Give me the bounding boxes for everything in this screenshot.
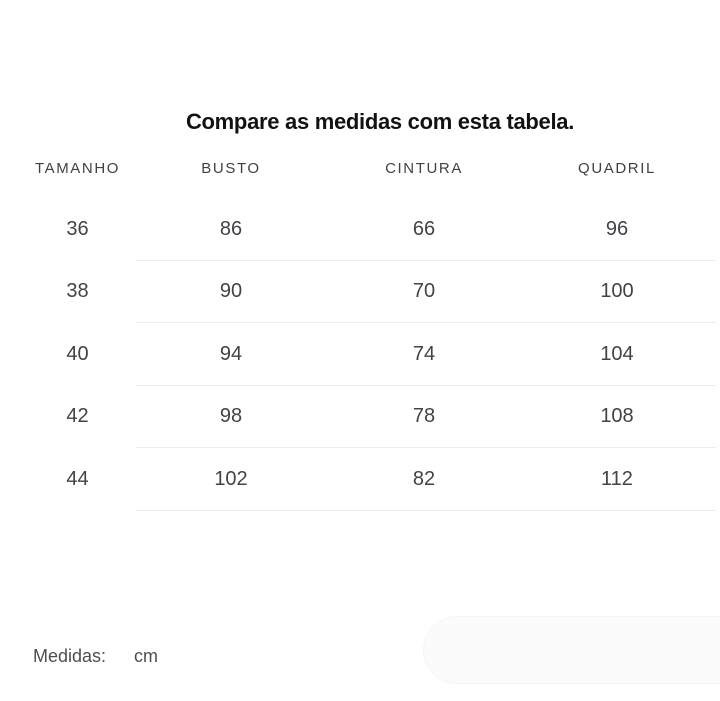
cell-waist: 78: [412, 405, 436, 428]
table-row: 44 102 82 112: [0, 448, 720, 511]
measurements-unit: cm: [134, 646, 159, 666]
table-header-row: TAMANHO BUSTO CINTURA QUADRIL: [0, 150, 720, 186]
cell-size: 36: [66, 217, 89, 240]
table-row: 42 98 78 108: [0, 386, 720, 449]
cell-hip: 100: [600, 280, 634, 303]
cell-waist: 82: [412, 467, 436, 490]
table-row: 38 90 70 100: [0, 261, 720, 324]
cell-hip: 108: [600, 405, 634, 428]
cell-bust: 102: [214, 467, 248, 490]
cell-bust: 90: [219, 280, 243, 303]
column-header-quadril: QUADRIL: [578, 159, 656, 177]
size-table: 36 86 66 96 38 90 70 100 40 94 74 104 42…: [0, 198, 720, 511]
cell-size: 44: [66, 467, 89, 490]
cell-hip: 112: [601, 467, 633, 490]
measurements-label: Medidas:: [33, 646, 107, 666]
page-title: Compare as medidas com esta tabela.: [185, 109, 575, 134]
cell-hip: 104: [600, 342, 634, 365]
cell-size: 42: [66, 405, 89, 428]
measurement-unit-note: Medidas: cm: [33, 646, 158, 667]
table-row: 36 86 66 96: [0, 198, 720, 261]
column-header-tamanho: TAMANHO: [34, 159, 121, 177]
table-row: 40 94 74 104: [0, 323, 720, 386]
cell-size: 40: [66, 342, 89, 365]
cell-waist: 66: [412, 217, 436, 240]
cell-bust: 94: [219, 342, 243, 365]
cell-hip: 96: [605, 217, 629, 240]
column-header-cintura: CINTURA: [385, 159, 463, 177]
cell-bust: 98: [219, 405, 243, 428]
cell-waist: 70: [412, 280, 436, 303]
cell-waist: 74: [412, 342, 436, 365]
column-header-busto: BUSTO: [201, 159, 261, 177]
faint-pill-shape: [423, 616, 720, 684]
cell-size: 38: [66, 280, 89, 303]
cell-bust: 86: [219, 217, 243, 240]
